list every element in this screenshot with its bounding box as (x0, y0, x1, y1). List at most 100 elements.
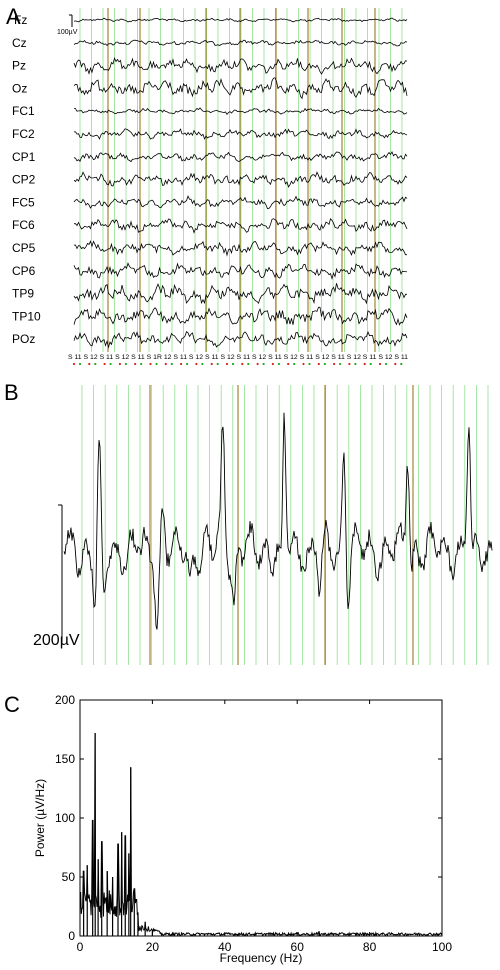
channel-label: TP9 (12, 287, 34, 301)
channel-label: Cz (12, 36, 27, 50)
marker-dot-green (216, 362, 219, 366)
channel-label: FC5 (12, 195, 35, 209)
marker-dot-red (256, 362, 259, 366)
channel-label: CP6 (12, 264, 36, 278)
marker-dot-red (180, 362, 183, 366)
marker-dot-red (88, 362, 91, 366)
panel-a-traces (73, 17, 408, 349)
panel-letter-b: B (4, 380, 19, 405)
marker-dot-green (308, 362, 311, 366)
marker-dot-red (118, 362, 121, 366)
marker-dot-green (293, 362, 296, 366)
x-tick-label: 80 (363, 940, 377, 954)
chart-x-axis-label: Frequency (Hz) (220, 951, 303, 965)
marker-dot-red (210, 362, 213, 366)
marker-dot-green (277, 362, 280, 366)
panel-a-marker-row: S 11 S 12 S 11 S 12 S 11 S 1R 12 S 11 S … (68, 354, 408, 361)
channel-label: FC6 (12, 218, 35, 232)
marker-dot-green (94, 362, 97, 366)
channel-label: Fz (14, 13, 27, 27)
marker-dot-red (195, 362, 198, 366)
marker-dot-red (149, 362, 152, 366)
channel-trace (73, 39, 408, 47)
marker-dot-red (271, 362, 274, 366)
channel-label: CP1 (12, 150, 36, 164)
marker-dot-red (287, 362, 290, 366)
marker-dot-red (394, 362, 397, 366)
marker-dot-red (225, 362, 229, 366)
marker-dot-red (134, 362, 137, 366)
x-tick-label: 0 (77, 940, 84, 954)
panel-b-eeg-single: 200µV (33, 385, 493, 665)
marker-dot-red (348, 362, 351, 366)
channel-label: Oz (12, 81, 27, 95)
marker-dot-red (333, 362, 336, 366)
panel-letter-a: A (6, 4, 21, 29)
marker-dot-green (170, 362, 173, 366)
y-tick-label: 200 (55, 693, 75, 707)
panel-b-scale-label: 200µV (33, 632, 80, 649)
chart-y-axis-label: Power (µV/Hz) (33, 779, 47, 857)
marker-dot-green (124, 362, 127, 366)
x-tick-label: 100 (432, 940, 452, 954)
marker-dot-green (201, 362, 204, 366)
panel-a-channel-labels: Fz Cz Pz Oz FC1 FC2 CP1 CP2 FC5 FC6 CP5 CP6 TP9 TP10 P… (12, 13, 41, 346)
x-tick-label: 60 (291, 940, 305, 954)
marker-dot-green (384, 362, 388, 366)
marker-dot-green (339, 362, 342, 366)
marker-dot-green (140, 362, 143, 366)
chart-spectrum-line (79, 733, 443, 938)
marker-dot-red (103, 362, 106, 366)
panel-a-eeg-multichannel: Fz Cz Pz Oz FC1 FC2 CP1 CP2 FC5 FC6 CP5 CP6 TP9 TP10 P… (12, 8, 408, 366)
marker-dot-red (241, 362, 244, 366)
y-tick-label: 150 (55, 752, 75, 766)
channel-trace (73, 128, 408, 140)
channel-label: POz (12, 332, 35, 346)
channel-label: Pz (12, 59, 26, 73)
marker-dot-green (354, 362, 357, 366)
marker-dot-green (231, 362, 235, 366)
channel-label: CP5 (12, 241, 36, 255)
panel-b-trace (63, 412, 493, 630)
channel-trace (73, 262, 408, 280)
marker-dot-green (247, 362, 250, 366)
channel-trace (73, 330, 408, 349)
panel-a-scale-label: 100µV (57, 29, 78, 36)
marker-dot-green (323, 362, 326, 366)
channel-trace (73, 57, 408, 75)
channel-trace (73, 17, 408, 23)
x-tick-label: 40 (218, 940, 232, 954)
marker-dot-red (363, 362, 366, 366)
channel-trace (73, 77, 408, 100)
marker-dot-green (186, 362, 189, 366)
channel-trace (73, 283, 408, 305)
channel-trace (73, 171, 408, 188)
channel-label: FC1 (12, 104, 35, 118)
channel-trace (73, 107, 408, 115)
channel-trace (73, 195, 408, 210)
channel-trace (73, 240, 407, 257)
marker-dot-red (317, 362, 320, 366)
panel-b-event-lines (81, 385, 489, 665)
x-tick-label: 20 (146, 940, 160, 954)
y-tick-label: 50 (62, 870, 76, 884)
panel-letter-c: C (4, 692, 20, 717)
marker-dot-red (302, 362, 305, 366)
marker-dot-green (155, 362, 158, 366)
channel-label: CP2 (12, 173, 36, 187)
marker-dot-red (72, 362, 76, 366)
channel-label: FC2 (12, 127, 35, 141)
channel-trace (74, 218, 408, 234)
chart-ticks: 0 20 40 60 80 100 0 50 100 150 200 (55, 693, 452, 954)
marker-dot-red (378, 362, 382, 366)
marker-dot-green (78, 362, 82, 366)
marker-dot-green (109, 362, 112, 366)
chart-peak-points (83, 733, 320, 936)
channel-label: TP10 (12, 309, 41, 323)
channel-trace (73, 150, 408, 163)
y-tick-label: 100 (55, 811, 75, 825)
y-tick-label: 0 (68, 929, 75, 943)
channel-trace (73, 306, 408, 326)
